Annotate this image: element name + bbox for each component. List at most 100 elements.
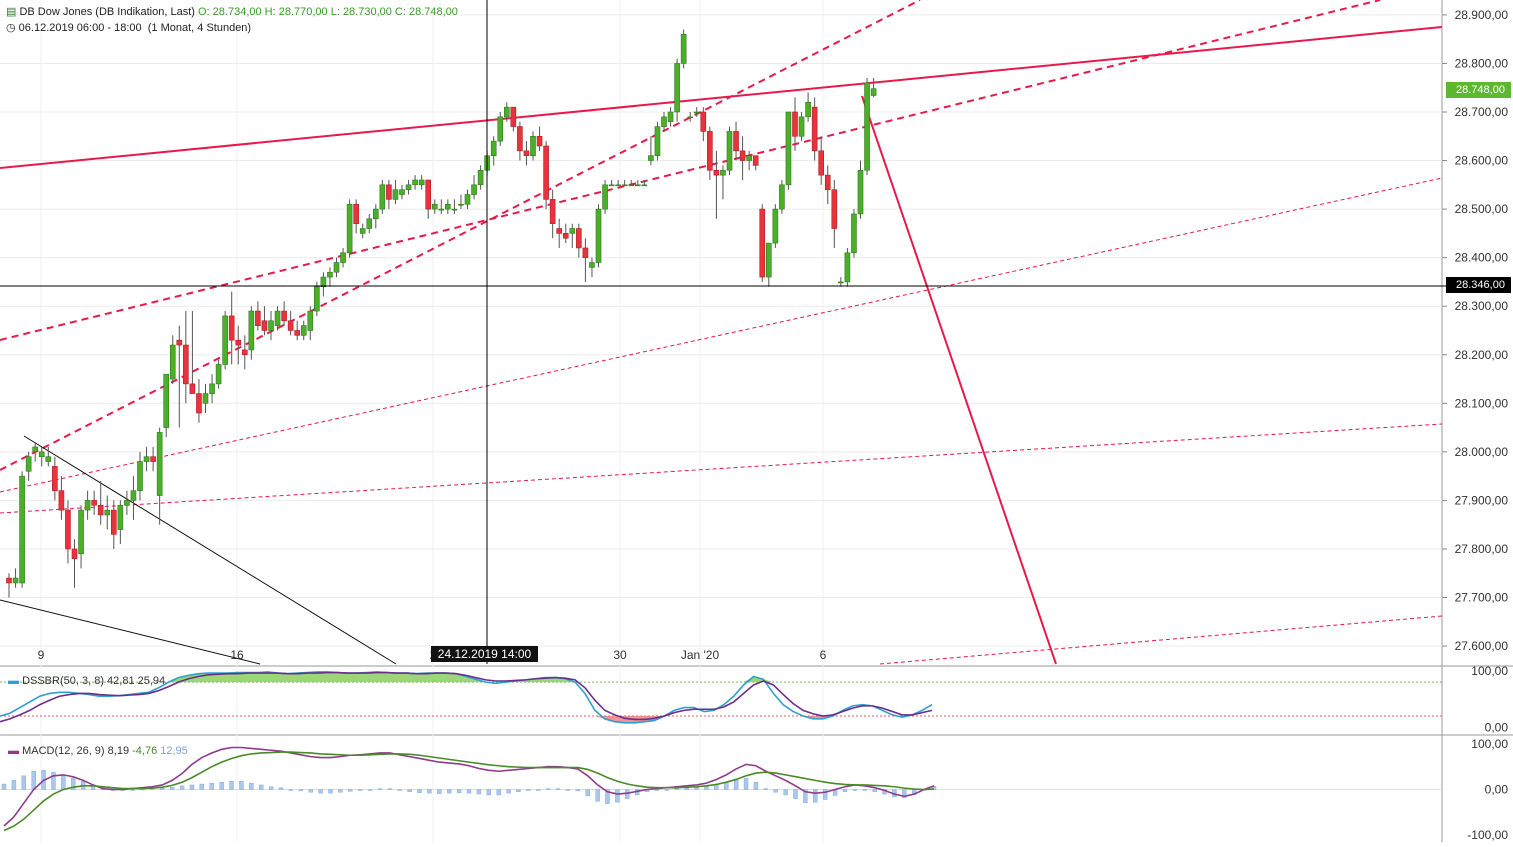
candle	[477, 169, 484, 186]
macd-y-tick-label: 0,00	[1485, 783, 1509, 797]
candle	[268, 320, 274, 331]
candle	[209, 383, 215, 394]
macd-histogram-bar	[288, 789, 294, 791]
dss-legend: ▬ DSSBR(50, 3, 8) 42,81 25,94	[8, 675, 165, 687]
candle	[91, 500, 97, 506]
candle	[458, 203, 464, 206]
candle	[19, 475, 25, 584]
macd-histogram-bar	[654, 789, 660, 791]
macd-series-line	[3, 751, 935, 832]
period: (1 Monat, 4 Stunden)	[147, 22, 252, 34]
macd-histogram-bar	[51, 771, 56, 790]
macd-legend-value: -4,76	[132, 745, 160, 757]
candle	[746, 155, 752, 161]
candle	[104, 509, 111, 516]
candle	[281, 310, 287, 322]
candle	[438, 208, 445, 211]
candle	[772, 208, 779, 244]
candle	[595, 208, 602, 263]
macd-histogram-bar	[318, 789, 323, 794]
candle	[870, 88, 877, 96]
macd-histogram-bar	[476, 789, 482, 795]
candle	[687, 116, 694, 119]
bar-chart-icon: ▤	[6, 6, 17, 18]
candle	[32, 446, 39, 453]
candle	[831, 189, 838, 229]
candle	[366, 218, 373, 229]
candle	[602, 184, 608, 210]
date-range: 06.12.2019 06:00 - 18:00	[18, 22, 142, 34]
macd-histogram-bar	[71, 777, 76, 790]
candle	[556, 228, 563, 234]
candle	[733, 131, 739, 152]
instrument-name: DB Dow Jones (DB Indikation, Last)	[19, 6, 195, 18]
candle	[242, 349, 248, 356]
macd-histogram-bar	[813, 789, 818, 803]
macd-histogram-bar	[506, 789, 511, 794]
candle	[307, 310, 314, 331]
macd-histogram-bar	[209, 782, 214, 790]
candle	[739, 150, 746, 161]
candle	[320, 276, 327, 288]
candle	[130, 490, 137, 501]
macd-histogram-bar	[743, 777, 749, 790]
candle	[451, 208, 458, 211]
candle	[163, 373, 169, 428]
candle	[137, 461, 143, 491]
candle	[497, 116, 504, 142]
candle	[117, 504, 124, 530]
macd-histogram-bar	[407, 789, 412, 792]
macd-histogram-bar	[684, 787, 689, 790]
support-line	[0, 599, 261, 665]
candle	[628, 184, 635, 187]
macd-histogram-bar	[595, 789, 600, 802]
macd-histogram-bar	[61, 774, 66, 790]
candle	[431, 203, 438, 210]
macd-histogram-bar	[278, 787, 284, 790]
macd-histogram-bar	[704, 786, 709, 790]
y-tick-label: 27.600,00	[1455, 639, 1509, 653]
candle	[700, 111, 707, 132]
candle	[490, 140, 497, 156]
macd-legend: ▬ MACD(12, 26, 9) 8,19 -4,76 12,95	[8, 745, 188, 757]
macd-histogram-bar	[585, 789, 590, 797]
trend-line	[861, 95, 1057, 665]
macd-histogram-bar	[763, 788, 769, 790]
candle	[111, 509, 117, 535]
candle	[864, 82, 870, 171]
macd-histogram-bar	[377, 788, 383, 790]
candle	[12, 577, 19, 584]
candle	[333, 262, 340, 273]
macd-histogram-bar	[773, 789, 778, 793]
macd-histogram-bar	[1, 783, 7, 790]
x-tick-label: Jan '20	[681, 648, 720, 662]
macd-histogram-bar	[694, 787, 699, 790]
candle	[805, 101, 811, 118]
trend-line	[0, 423, 1443, 514]
macd-histogram-bar	[842, 789, 848, 792]
macd-histogram-bar	[496, 789, 501, 796]
y-tick-label: 28.400,00	[1455, 251, 1509, 265]
candle	[582, 247, 589, 258]
candle	[150, 456, 156, 462]
candle	[399, 189, 405, 195]
macd-histogram-bar	[872, 789, 877, 792]
trend-line	[0, 26, 1443, 169]
candle	[359, 228, 366, 234]
macd-histogram-bar	[664, 789, 670, 791]
y-tick-label: 28.800,00	[1455, 56, 1509, 70]
macd-histogram-bar	[753, 781, 759, 790]
y-tick-label: 27.800,00	[1455, 542, 1509, 556]
macd-histogram-bar	[615, 789, 620, 803]
candle	[274, 310, 281, 326]
candle	[169, 344, 176, 380]
candle	[811, 106, 818, 152]
y-tick-label: 28.200,00	[1455, 348, 1509, 362]
candle	[759, 208, 766, 278]
macd-histogram-bar	[516, 789, 521, 792]
candle	[779, 184, 785, 210]
clock-icon: ◷	[6, 22, 16, 34]
